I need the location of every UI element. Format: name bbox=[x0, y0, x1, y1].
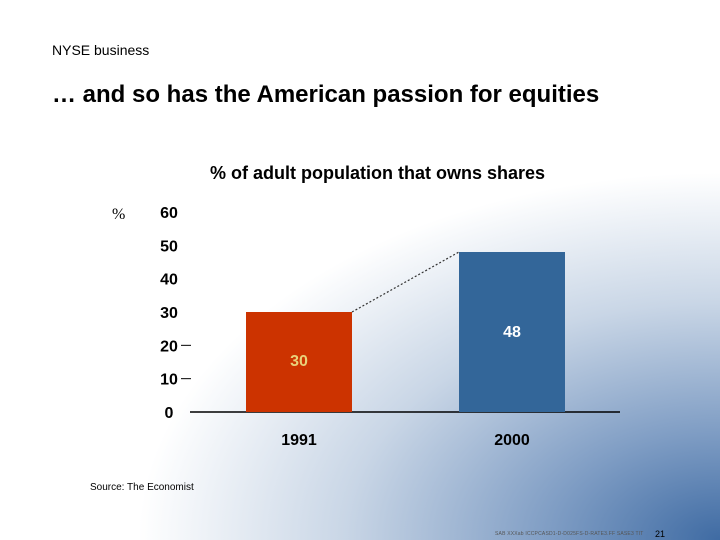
bar-1991 bbox=[246, 312, 352, 412]
chart-title: % of adult population that owns shares bbox=[209, 163, 545, 183]
y-unit-label: % bbox=[112, 206, 126, 223]
x-axis: 1991 2000 bbox=[190, 411, 620, 449]
y-tick-label: 20 bbox=[160, 338, 178, 355]
page-number: 21 bbox=[655, 529, 666, 539]
bars bbox=[246, 251, 565, 412]
x-category-label: 2000 bbox=[494, 432, 530, 449]
y-tick-label: 30 bbox=[160, 305, 178, 322]
y-tick-label: 60 bbox=[160, 205, 178, 222]
y-tick-label: 0 bbox=[165, 405, 174, 422]
data-label-1991: 30 bbox=[290, 353, 308, 370]
data-label-2000: 48 bbox=[503, 324, 521, 341]
y-tick-label: 40 bbox=[160, 272, 178, 289]
slide-title: … and so has the American passion for eq… bbox=[52, 81, 600, 108]
source-note: Source: The Economist bbox=[90, 482, 194, 493]
data-labels: 30 48 bbox=[290, 324, 521, 370]
y-axis: 0 10 20 30 40 50 60 bbox=[160, 205, 191, 422]
section-label: NYSE business bbox=[52, 42, 150, 58]
bar-2000 bbox=[459, 252, 565, 412]
y-tick-label: 10 bbox=[160, 372, 178, 389]
footer-code: SAB XXXab ICCPCASD1-D-D025FS-D-RATE3.FF … bbox=[495, 531, 644, 537]
x-category-label: 1991 bbox=[281, 432, 317, 449]
y-tick-label: 50 bbox=[160, 238, 178, 255]
connector-line bbox=[351, 251, 460, 313]
